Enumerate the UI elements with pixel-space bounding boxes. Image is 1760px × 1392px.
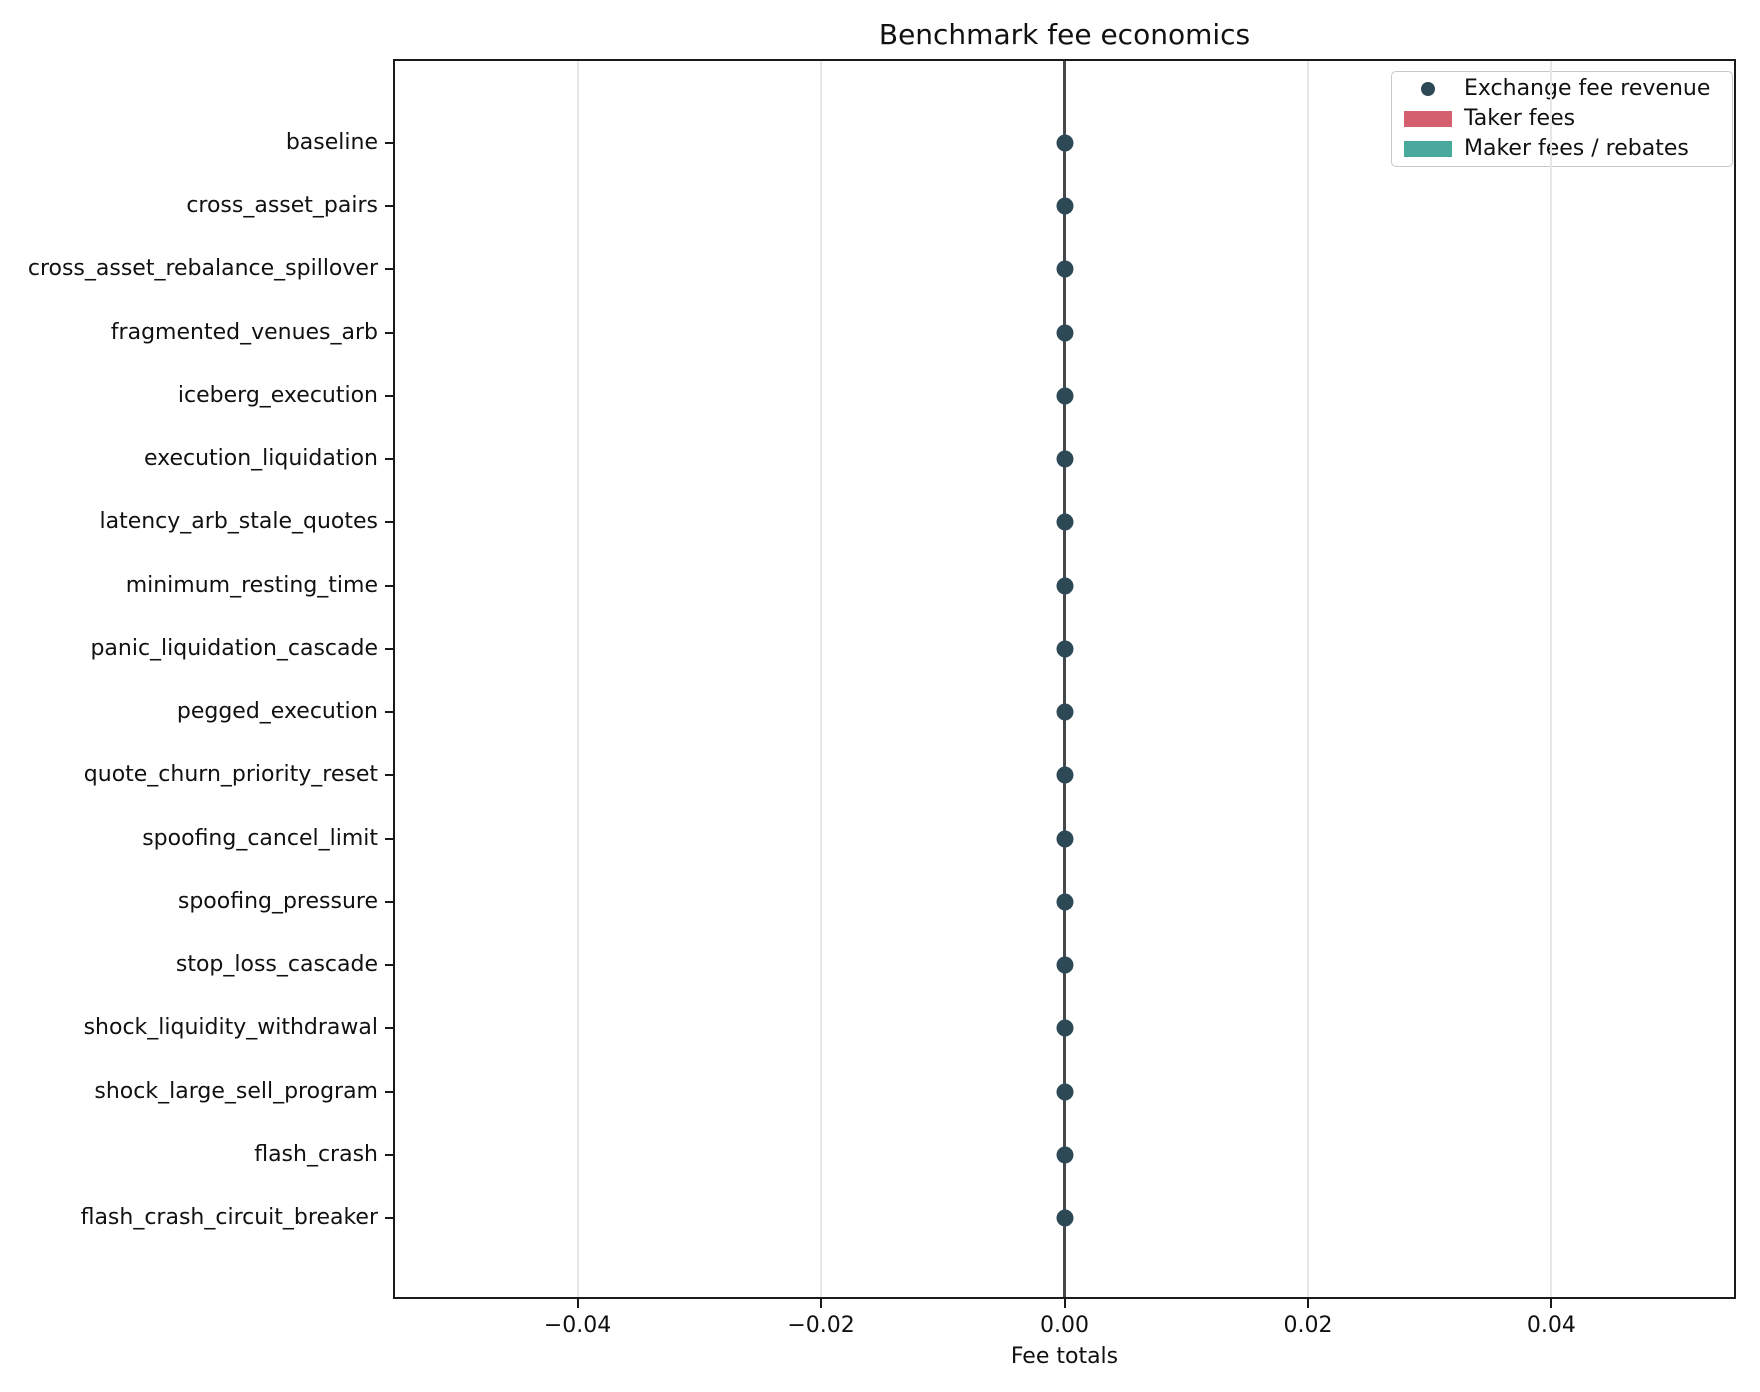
data-point bbox=[1056, 1146, 1073, 1164]
gridline bbox=[820, 61, 823, 1297]
y-tick-mark bbox=[385, 394, 393, 397]
data-point bbox=[1056, 640, 1073, 658]
y-tick-mark bbox=[385, 1153, 393, 1156]
y-axis-labels: baseline cross_asset_pairs cross_asset_reb… bbox=[0, 61, 378, 1297]
y-tick-label: flash_crash_circuit_breaker bbox=[80, 1204, 378, 1230]
legend-item-taker-fees: Taker fees bbox=[1392, 104, 1732, 134]
data-point bbox=[1056, 1083, 1073, 1101]
legend-item-exchange-fee-revenue: Exchange fee revenue bbox=[1392, 74, 1732, 104]
x-tick-label: −0.02 bbox=[787, 1313, 855, 1338]
x-tick-label: 0.04 bbox=[1526, 1313, 1576, 1338]
x-tick-mark bbox=[1550, 1299, 1553, 1308]
x-tick-label: 0.02 bbox=[1283, 1313, 1333, 1338]
y-tick-label: cross_asset_pairs bbox=[186, 193, 378, 219]
y-tick-mark bbox=[385, 458, 393, 461]
x-axis-title: Fee totals bbox=[1010, 1344, 1119, 1369]
data-point bbox=[1056, 893, 1073, 911]
x-tick-mark bbox=[820, 1299, 823, 1308]
data-point bbox=[1056, 387, 1073, 405]
dot-marker-icon bbox=[1421, 82, 1435, 96]
y-tick-mark bbox=[385, 142, 393, 144]
x-axis-tick-labels: −0.04 −0.02 0.00 0.02 0.04 bbox=[395, 1313, 1734, 1341]
y-tick-label: fragmented_venues_arb bbox=[110, 319, 378, 345]
y-tick-label: spoofing_cancel_limit bbox=[142, 825, 378, 851]
y-tick-mark bbox=[385, 584, 393, 587]
legend-label: Taker fees bbox=[1464, 106, 1576, 131]
plot-area: Exchange fee revenue Taker fees Maker fe… bbox=[393, 59, 1736, 1299]
zero-line bbox=[1063, 61, 1066, 1297]
y-tick-mark bbox=[385, 900, 393, 903]
y-tick-label: pegged_execution bbox=[176, 699, 378, 725]
y-tick-label: latency_arb_stale_quotes bbox=[99, 509, 378, 535]
data-point bbox=[1056, 1019, 1073, 1037]
y-tick-mark bbox=[385, 964, 393, 967]
data-point bbox=[1056, 1209, 1073, 1227]
chart-title: Benchmark fee economics bbox=[878, 18, 1251, 51]
taker-fees-swatch-icon bbox=[1404, 111, 1452, 127]
y-tick-label: baseline bbox=[285, 130, 378, 155]
y-tick-label: stop_loss_cascade bbox=[175, 952, 378, 978]
x-tick-mark bbox=[576, 1299, 579, 1308]
data-point bbox=[1056, 260, 1073, 278]
y-tick-label: spoofing_pressure bbox=[177, 888, 378, 914]
y-tick-mark bbox=[385, 331, 393, 334]
x-axis-ticks bbox=[395, 1299, 1734, 1308]
y-tick-mark bbox=[385, 1090, 393, 1093]
data-point bbox=[1056, 134, 1073, 152]
maker-fees-swatch-icon bbox=[1404, 141, 1452, 157]
legend-marker-cell bbox=[1392, 111, 1464, 127]
y-tick-label: shock_large_sell_program bbox=[94, 1078, 378, 1104]
y-tick-label: cross_asset_rebalance_spillover bbox=[27, 256, 378, 282]
y-tick-mark bbox=[385, 711, 393, 714]
legend-marker-cell bbox=[1392, 82, 1464, 96]
y-tick-mark bbox=[385, 1216, 393, 1219]
y-tick-label: flash_crash bbox=[254, 1141, 378, 1167]
data-point bbox=[1056, 577, 1073, 595]
x-tick-mark bbox=[1063, 1299, 1066, 1308]
legend-marker-cell bbox=[1392, 141, 1464, 157]
x-tick-label: 0.00 bbox=[1040, 1313, 1089, 1338]
x-tick-label: −0.04 bbox=[543, 1313, 612, 1338]
gridline bbox=[1306, 61, 1309, 1297]
y-tick-mark bbox=[385, 647, 393, 650]
data-point bbox=[1056, 197, 1073, 215]
data-point bbox=[1056, 324, 1073, 342]
data-point bbox=[1056, 766, 1073, 784]
y-tick-label: quote_churn_priority_reset bbox=[83, 762, 378, 788]
data-point bbox=[1056, 830, 1073, 848]
data-point bbox=[1056, 513, 1073, 531]
legend-label: Exchange fee revenue bbox=[1464, 76, 1711, 101]
y-tick-mark bbox=[385, 774, 393, 777]
y-tick-label: iceberg_execution bbox=[177, 382, 378, 408]
x-tick-mark bbox=[1306, 1299, 1309, 1308]
y-axis-ticks bbox=[385, 61, 393, 1297]
y-tick-label: shock_liquidity_withdrawal bbox=[83, 1015, 378, 1041]
data-point bbox=[1056, 450, 1073, 468]
gridline bbox=[576, 61, 579, 1297]
y-tick-mark bbox=[385, 521, 393, 524]
y-tick-label: execution_liquidation bbox=[143, 446, 378, 472]
y-tick-mark bbox=[385, 268, 393, 271]
gridline bbox=[1550, 61, 1553, 1297]
y-tick-label: minimum_resting_time bbox=[125, 572, 378, 598]
y-tick-mark bbox=[385, 837, 393, 840]
data-point bbox=[1056, 703, 1073, 721]
legend-label: Maker fees / rebates bbox=[1464, 136, 1689, 161]
y-tick-mark bbox=[385, 205, 393, 208]
y-tick-label: panic_liquidation_cascade bbox=[90, 635, 378, 661]
y-tick-mark bbox=[385, 1027, 393, 1030]
legend: Exchange fee revenue Taker fees Maker fe… bbox=[1391, 71, 1733, 167]
legend-item-maker-fees: Maker fees / rebates bbox=[1392, 134, 1732, 164]
data-point bbox=[1056, 956, 1073, 974]
